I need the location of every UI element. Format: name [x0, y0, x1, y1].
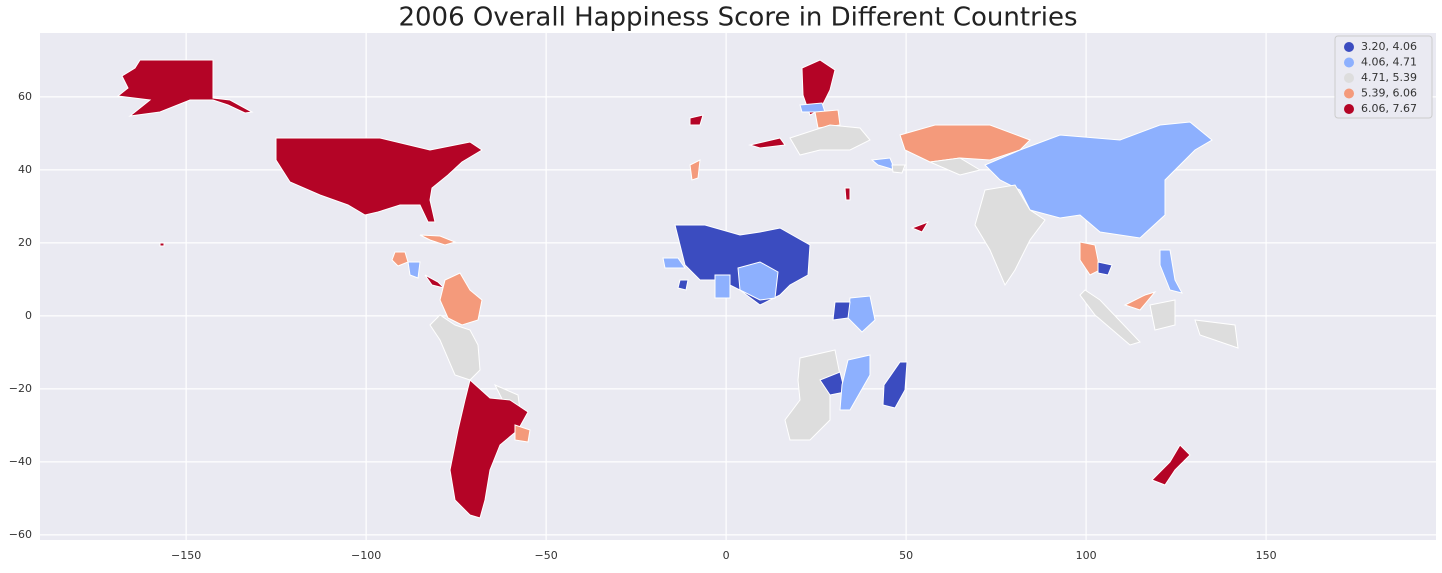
x-tick-label: −150	[171, 549, 201, 562]
x-tick-label: 0	[723, 549, 730, 562]
country	[1097, 261, 1113, 276]
chart-title: 2006 Overall Happiness Score in Differen…	[398, 3, 1077, 33]
y-tick-label: 40	[18, 163, 32, 176]
x-tick-label: 100	[1076, 549, 1097, 562]
x-tick-label: 150	[1256, 549, 1277, 562]
country	[407, 261, 421, 279]
country	[1149, 299, 1176, 331]
country	[439, 272, 483, 326]
country	[714, 274, 731, 299]
legend-marker	[1344, 42, 1354, 52]
legend-label: 6.06, 7.67	[1361, 102, 1417, 115]
country	[1079, 241, 1101, 276]
country	[1159, 249, 1183, 294]
legend: 3.20, 4.06 4.06, 4.71 4.71, 5.39 5.39, 6.06…	[1334, 35, 1433, 119]
legend-marker	[1344, 73, 1354, 83]
grid	[40, 33, 1436, 540]
ticks: −150 −100 −50 0 50 100 150 −60 −40 −20 0 20 40 60	[9, 90, 1277, 562]
country	[159, 242, 165, 247]
legend-label: 5.39, 6.06	[1361, 87, 1417, 100]
country	[116, 59, 254, 117]
country	[984, 121, 1213, 239]
legend-marker	[1344, 57, 1354, 68]
legend-marker	[1344, 88, 1354, 99]
country	[832, 301, 851, 321]
country	[899, 124, 1031, 163]
country	[1079, 289, 1141, 346]
country	[514, 424, 531, 443]
country	[844, 187, 851, 201]
legend-box	[1334, 35, 1433, 119]
x-tick-label: −100	[351, 549, 381, 562]
countries	[116, 59, 1239, 519]
legend-label: 3.20, 4.06	[1361, 40, 1417, 53]
y-tick-label: 20	[18, 236, 32, 249]
country	[677, 279, 689, 291]
country	[662, 257, 686, 269]
country	[789, 124, 871, 156]
legend-label: 4.71, 5.39	[1361, 71, 1417, 84]
country	[689, 159, 701, 181]
x-tick-label: 50	[899, 549, 913, 562]
country	[882, 361, 908, 409]
legend-marker	[1344, 104, 1354, 114]
country	[429, 314, 481, 381]
country	[799, 102, 826, 113]
country	[814, 109, 841, 129]
y-tick-label: 60	[18, 90, 32, 103]
country	[748, 137, 786, 149]
country	[784, 349, 841, 441]
y-tick-label: 0	[25, 309, 32, 322]
country	[1123, 291, 1157, 311]
legend-label: 4.06, 4.71	[1361, 56, 1417, 69]
x-tick-label: −50	[535, 549, 558, 562]
country	[974, 184, 1046, 287]
y-tick-label: −60	[9, 528, 32, 541]
country	[928, 157, 982, 176]
country	[801, 59, 836, 116]
country	[1151, 444, 1191, 486]
country	[391, 251, 409, 267]
y-tick-label: −40	[9, 455, 32, 468]
country	[449, 379, 529, 519]
country	[419, 234, 457, 246]
country	[910, 221, 930, 233]
y-tick-label: −20	[9, 382, 32, 395]
country	[839, 354, 871, 411]
country	[1194, 319, 1239, 349]
country	[737, 261, 779, 301]
country	[891, 164, 906, 174]
country	[275, 137, 483, 223]
country	[689, 114, 704, 126]
